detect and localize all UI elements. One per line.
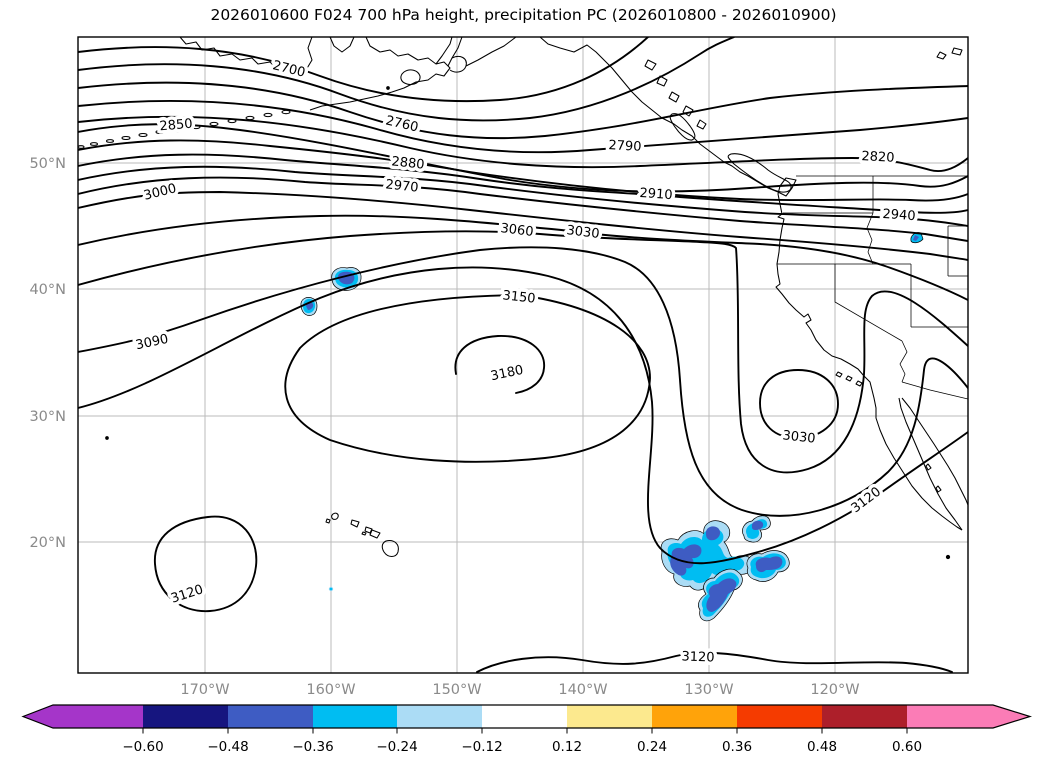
lon-tick-label: 160°W — [306, 682, 355, 698]
lon-tick-label: 140°W — [558, 682, 607, 698]
contour-label: 3030 — [782, 428, 816, 446]
colorbar-tick-label: −0.12 — [461, 739, 502, 755]
contour-label: 2970 — [385, 177, 419, 195]
colorbar-right-arrow — [907, 705, 1030, 728]
colorbar-segment — [313, 705, 397, 728]
colorbar-segment — [228, 705, 313, 728]
contour-label: 3120 — [681, 649, 715, 665]
longitude-axis-labels: 170°W 160°W 150°W 140°W 130°W 120°W — [180, 682, 859, 698]
colorbar-tick-label: 0.60 — [892, 739, 922, 755]
lat-tick-label: 30°N — [29, 409, 66, 425]
contour-label: 3060 — [500, 221, 535, 240]
colorbar-tick-label: 0.48 — [807, 739, 837, 755]
colorbar-outline — [21, 704, 1033, 729]
colorbar-segment — [567, 705, 652, 728]
contour-label: 2940 — [882, 207, 916, 224]
lon-tick-label: 130°W — [684, 682, 733, 698]
lon-tick-label: 120°W — [810, 682, 859, 698]
contour-label: 2820 — [861, 149, 895, 166]
colorbar-segment — [143, 705, 228, 728]
contour-label: 3150 — [502, 288, 536, 306]
colorbar-tick-label: 0.24 — [637, 739, 667, 755]
colorbar-tickmarks — [142, 728, 908, 734]
map-panel: 2700 2760 2790 2820 2850 2880 2910 2940 … — [29, 36, 969, 698]
colorbar-left-arrow — [23, 705, 143, 728]
contour-label: 3030 — [566, 223, 601, 242]
lat-tick-label: 40°N — [29, 282, 66, 298]
latitude-axis-labels: 50°N 40°N 30°N 20°N — [29, 156, 66, 551]
colorbar-segment — [397, 705, 482, 728]
colorbar-segment — [482, 705, 567, 728]
contour-label: 2790 — [608, 138, 642, 155]
contour-label: 3090 — [134, 332, 169, 354]
colorbar-tick-label: −0.24 — [376, 739, 417, 755]
chart-title: 2026010600 F024 700 hPa height, precipit… — [210, 6, 837, 24]
colorbar-segment — [652, 705, 737, 728]
lon-tick-label: 150°W — [432, 682, 481, 698]
colorbar-tick-label: −0.48 — [207, 739, 248, 755]
colorbar-segment — [822, 705, 907, 728]
colorbar-tick-label: 0.12 — [552, 739, 582, 755]
lat-tick-label: 50°N — [29, 156, 66, 172]
colorbar-tick-labels: −0.60 −0.48 −0.36 −0.24 −0.12 0.12 0.24 … — [122, 739, 922, 755]
contour-label: 3120 — [169, 582, 205, 606]
colorbar-tick-label: −0.36 — [292, 739, 333, 755]
contour-labels: 2700 2760 2790 2820 2850 2880 2910 2940 … — [131, 55, 920, 669]
contour-label: 2850 — [159, 117, 193, 135]
map-frame — [77, 36, 969, 674]
aleutian-islands — [78, 109, 291, 149]
contour-label: 2910 — [639, 186, 673, 203]
precipitation-fill-patches — [300, 232, 924, 622]
colorbar-tick-label: −0.60 — [122, 739, 163, 755]
colorbar-segment — [737, 705, 822, 728]
contour-label: 3000 — [142, 181, 178, 204]
lat-tick-label: 20°N — [29, 535, 66, 551]
colorbar-tick-label: 0.36 — [722, 739, 752, 755]
hawaiian-islands — [325, 512, 399, 558]
contour-label: 3180 — [489, 363, 524, 385]
height-contours — [78, 37, 968, 673]
colorbar: −0.60 −0.48 −0.36 −0.24 −0.12 0.12 0.24 … — [21, 704, 1033, 755]
lon-tick-label: 170°W — [180, 682, 229, 698]
